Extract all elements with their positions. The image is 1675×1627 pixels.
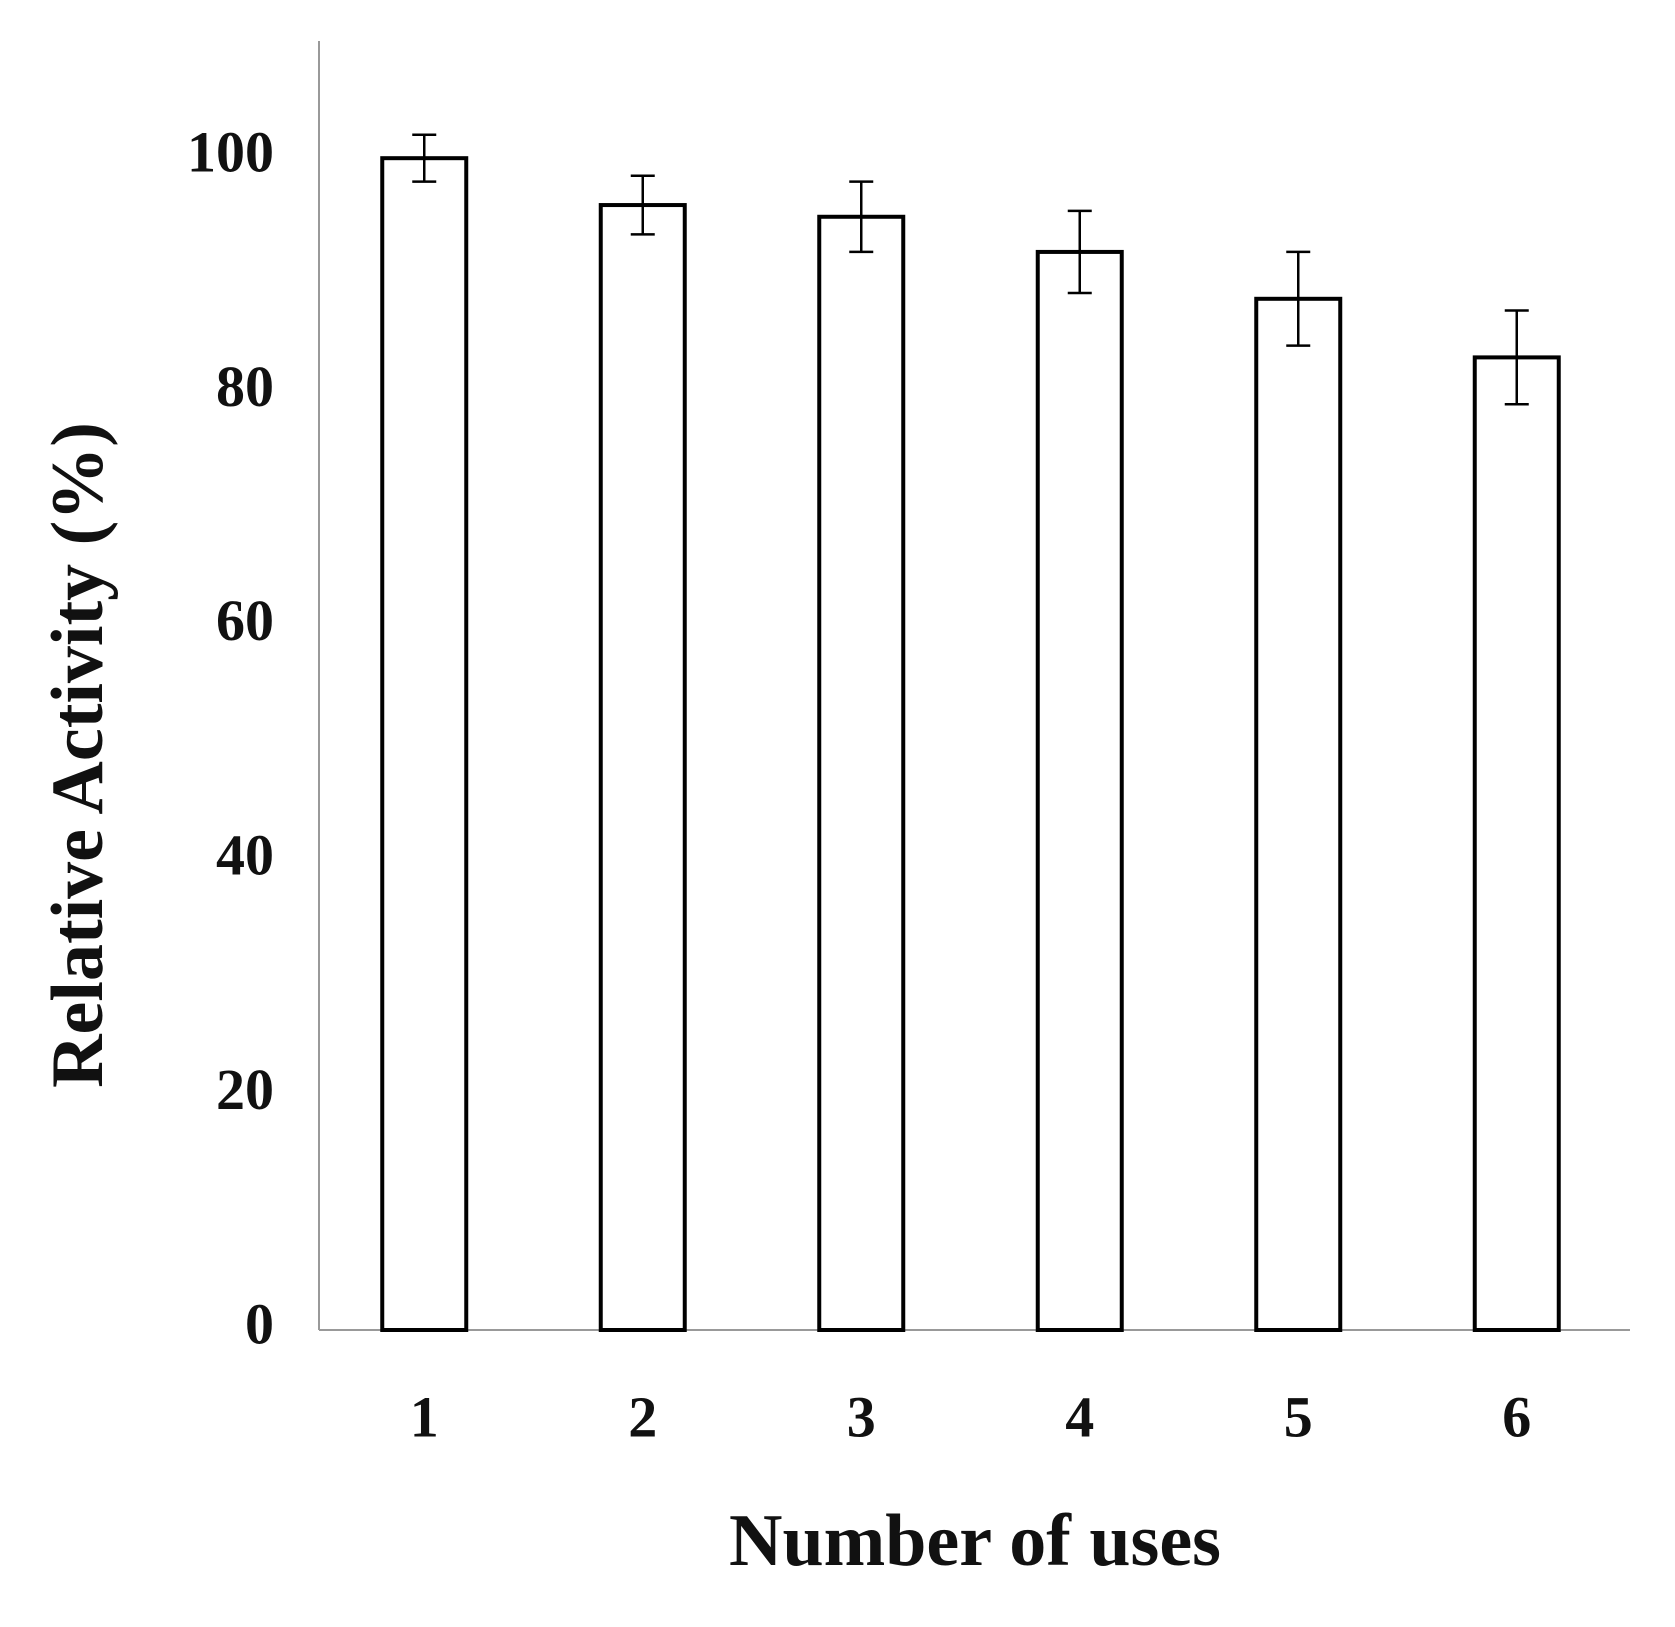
x-tick-label: 6 [1502,1384,1531,1449]
bar [1035,249,1124,1333]
y-tick-label: 80 [216,354,274,419]
y-tick-label: 40 [216,823,274,888]
y-tick-label: 60 [216,588,274,653]
y-tick-label: 100 [187,119,274,184]
y-tick-label: 0 [245,1291,274,1356]
error-bar [630,174,655,236]
y-tick-label: 20 [216,1057,274,1122]
x-axis-title: Number of uses [729,1500,1221,1582]
bar [817,214,906,1333]
x-tick-label: 2 [628,1384,657,1449]
error-bar [1286,250,1311,347]
error-bar [849,180,874,254]
x-tick-label: 3 [847,1384,876,1449]
bar [1472,355,1561,1332]
x-tick-label: 1 [410,1384,439,1449]
bar [598,203,687,1332]
bar [1254,296,1343,1332]
x-tick-label: 4 [1065,1384,1094,1449]
error-bar [412,133,437,183]
error-bar [1504,309,1529,406]
x-tick-label: 5 [1284,1384,1313,1449]
bar [380,156,469,1333]
y-axis-title: Relative Activity (%) [37,422,119,1088]
error-bar [1067,209,1092,295]
